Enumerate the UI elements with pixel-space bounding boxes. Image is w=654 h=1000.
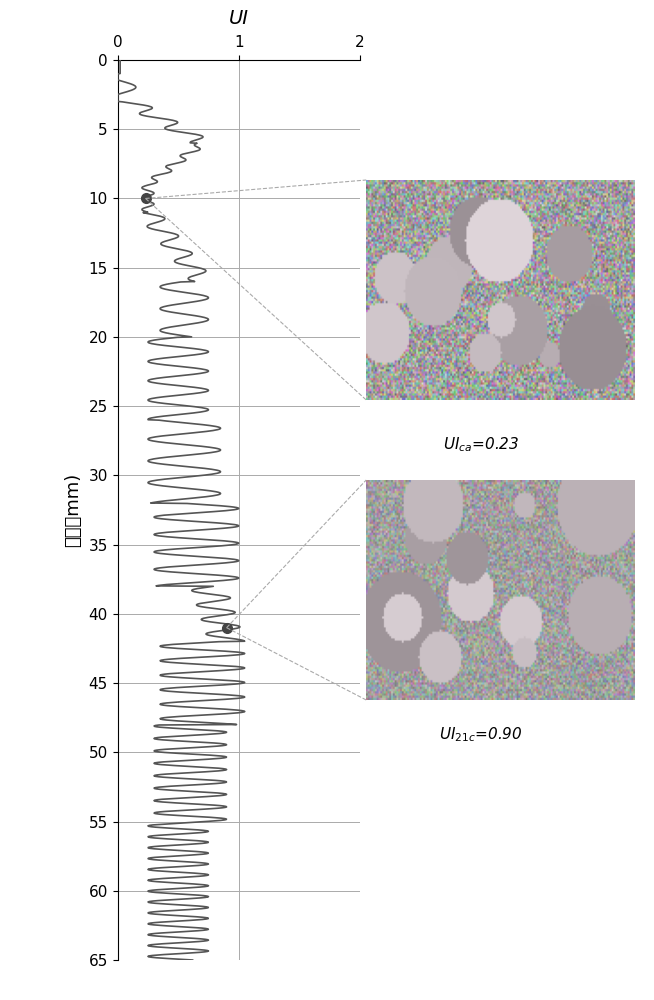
Text: $UI_{21c}$=0.90: $UI_{21c}$=0.90 [439,726,523,744]
Y-axis label: 深度（mm): 深度（mm) [63,473,82,547]
Text: $UI_{ca}$=0.23: $UI_{ca}$=0.23 [443,436,519,454]
Title: UI: UI [229,9,249,28]
